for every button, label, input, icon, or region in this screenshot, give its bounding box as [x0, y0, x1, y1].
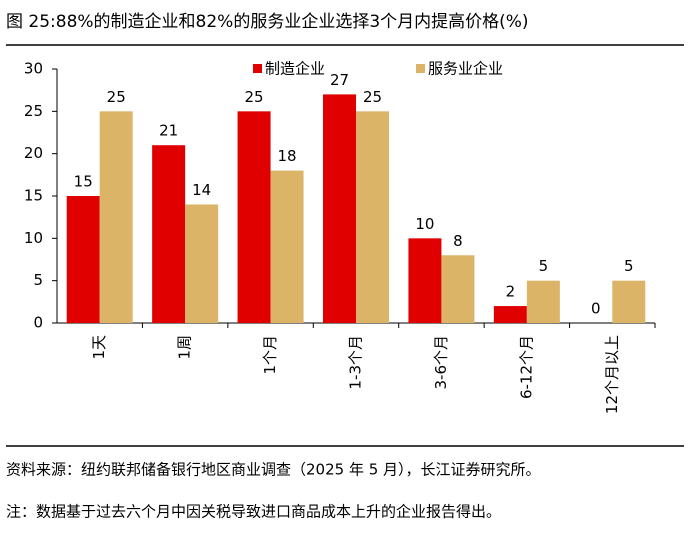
y-tick-label: 20 — [24, 144, 43, 162]
value-label: 21 — [159, 122, 178, 140]
footnote: 注：数据基于过去六个月中因关税导致进口商品成本上升的企业报告得出。 — [6, 503, 501, 521]
legend-swatch — [416, 64, 425, 73]
value-label: 5 — [539, 257, 549, 275]
value-label: 25 — [363, 88, 382, 106]
bar — [323, 94, 356, 324]
legend-label: 服务业企业 — [428, 60, 503, 78]
bar — [612, 280, 646, 323]
bar — [99, 111, 133, 323]
source-note: 资料来源：纽约联邦储备银行地区商业调查（2025 年 5 月），长江证券研究所。 — [6, 461, 541, 479]
legend-swatch — [253, 64, 262, 73]
x-tick-label: 1天 — [90, 335, 108, 360]
value-label: 10 — [415, 215, 434, 233]
value-label: 0 — [591, 300, 601, 318]
y-tick-label: 25 — [24, 102, 43, 120]
bar — [237, 111, 271, 323]
y-tick-label: 10 — [24, 229, 43, 247]
bar — [185, 204, 219, 323]
value-label: 15 — [74, 173, 93, 191]
bar — [66, 196, 100, 323]
bar — [356, 111, 389, 323]
value-label: 14 — [192, 181, 211, 199]
x-tick-label: 12个月以上 — [603, 335, 621, 414]
bar — [526, 280, 560, 323]
bar — [408, 238, 442, 323]
value-label: 27 — [330, 71, 349, 89]
x-tick-label: 3-6个月 — [432, 335, 450, 390]
chart-title: 图 25:88%的制造企业和82%的服务业企业选择3个月内提高价格(%) — [6, 12, 529, 32]
value-label: 25 — [245, 88, 264, 106]
y-tick-label: 5 — [33, 271, 43, 289]
x-tick-label: 6-12个月 — [517, 335, 535, 399]
legend-label: 制造企业 — [265, 60, 325, 78]
bar — [493, 306, 527, 323]
x-tick-label: 1个月 — [261, 335, 279, 375]
y-tick-label: 30 — [24, 60, 43, 78]
value-label: 18 — [278, 147, 297, 165]
bar — [152, 145, 186, 323]
value-label: 5 — [624, 257, 634, 275]
value-label: 2 — [506, 283, 516, 301]
value-label: 8 — [453, 232, 463, 250]
bar — [270, 170, 304, 323]
x-tick-label: 1周 — [176, 335, 194, 360]
value-label: 25 — [107, 88, 126, 106]
y-tick-label: 15 — [24, 187, 43, 205]
y-tick-label: 0 — [33, 314, 43, 332]
bar — [441, 255, 475, 323]
x-tick-label: 1-3个月 — [347, 335, 365, 390]
